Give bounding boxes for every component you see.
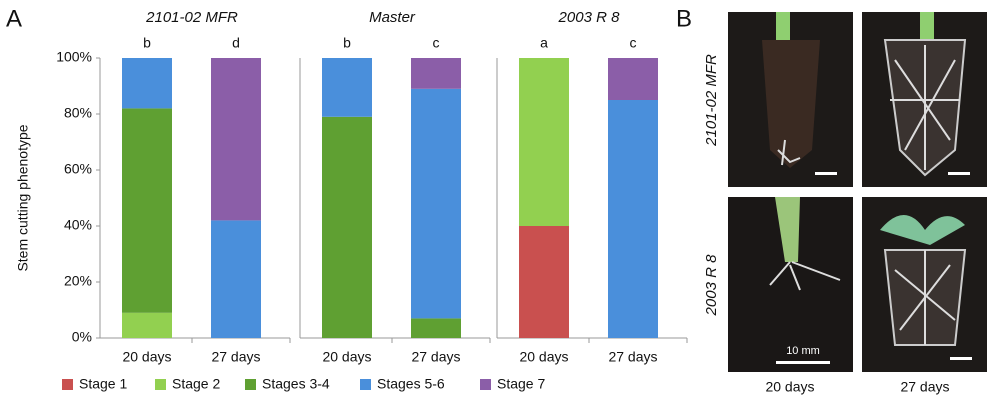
bar-segment <box>411 89 461 319</box>
significance-letter: c <box>630 35 637 51</box>
bar-segment <box>519 58 569 226</box>
legend-swatch <box>155 379 166 390</box>
y-tick-label: 0% <box>72 329 92 345</box>
bar-segment <box>211 220 261 338</box>
y-tick-label: 20% <box>64 273 92 289</box>
legend-label: Stages 5-6 <box>377 376 445 392</box>
row-label: 2003 R 8 <box>703 254 720 317</box>
y-axis-label: Stem cutting phenotype <box>15 124 31 271</box>
y-tick-label: 80% <box>64 105 92 121</box>
significance-letter: a <box>540 35 548 51</box>
x-tick-label: 27 days <box>211 349 260 365</box>
legend-label: Stages 3-4 <box>262 376 330 392</box>
bar-segment <box>519 226 569 338</box>
bar-segment <box>122 58 172 108</box>
bar-segment <box>122 313 172 338</box>
bar-segment <box>322 58 372 117</box>
bar-segment <box>411 318 461 338</box>
scale-bar <box>815 172 837 175</box>
scale-bar-label: 10 mm <box>786 345 820 357</box>
x-tick-label: 27 days <box>411 349 460 365</box>
bar-segment <box>608 100 658 338</box>
x-tick-label: 20 days <box>322 349 371 365</box>
bar-segment <box>411 58 461 89</box>
significance-letter: c <box>433 35 440 51</box>
column-label: 27 days <box>900 379 949 395</box>
panel-label: B <box>676 5 692 32</box>
legend-swatch <box>62 379 73 390</box>
legend-label: Stage 7 <box>497 376 545 392</box>
bar-segment <box>211 58 261 220</box>
photo-shoot <box>776 12 790 42</box>
x-tick-label: 27 days <box>608 349 657 365</box>
significance-letter: b <box>343 35 351 51</box>
significance-letter: d <box>232 35 240 51</box>
x-tick-label: 20 days <box>122 349 171 365</box>
panel-label: A <box>6 5 22 32</box>
bar-segment <box>122 108 172 312</box>
legend-label: Stage 2 <box>172 376 220 392</box>
y-tick-label: 40% <box>64 217 92 233</box>
chart-title: Master <box>369 9 416 26</box>
legend-swatch <box>480 379 491 390</box>
chart-title: 2003 R 8 <box>558 9 621 26</box>
chart-title: 2101-02 MFR <box>145 9 238 26</box>
photo-grid: 10 mm 2101-02 MFR 2003 R 8 20 days 27 da… <box>703 12 987 395</box>
photo-soil <box>762 40 820 168</box>
scale-bar <box>776 361 830 364</box>
y-tick-label: 100% <box>56 49 92 65</box>
scale-bar <box>948 172 970 175</box>
significance-letter: b <box>143 35 151 51</box>
figure: A B 10 mm 2101-02 MFR 2003 R 8 20 days 2… <box>0 0 992 404</box>
bar-segment <box>608 58 658 100</box>
legend-swatch <box>360 379 371 390</box>
y-tick-label: 60% <box>64 161 92 177</box>
legend-label: Stage 1 <box>79 376 127 392</box>
bar-segment <box>322 117 372 338</box>
scale-bar <box>950 357 972 360</box>
row-label: 2101-02 MFR <box>703 54 720 147</box>
x-tick-label: 20 days <box>519 349 568 365</box>
column-label: 20 days <box>765 379 814 395</box>
photo-shoot <box>920 12 934 42</box>
legend-swatch <box>245 379 256 390</box>
